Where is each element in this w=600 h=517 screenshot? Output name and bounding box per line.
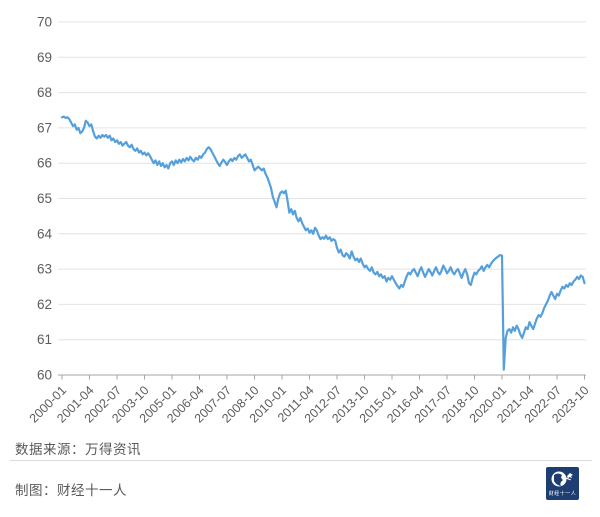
- footer-divider: [10, 460, 592, 461]
- chart-area: 60 61 62 63 64 65 66 67 68 69 70 2000-01 2001-04 2002…: [27, 15, 592, 426]
- y-axis-label: 70: [37, 15, 52, 30]
- data-series-line: [60, 115, 586, 371]
- y-axis-label: 69: [37, 50, 52, 65]
- y-axis-label: 67: [37, 120, 52, 135]
- logo-text: 财经十一人: [548, 491, 577, 497]
- caijing-logo: 财经十一人: [546, 467, 579, 500]
- y-axis-label: 64: [37, 226, 53, 241]
- y-axis-label: 66: [37, 156, 52, 171]
- y-axis-label: 61: [37, 332, 52, 347]
- line-chart: 60616263646566676869702000-012001-042002…: [27, 15, 592, 426]
- data-source-label: 数据来源：万得资讯: [15, 442, 141, 457]
- globe-icon: [551, 471, 573, 487]
- y-axis-label: 63: [37, 262, 52, 277]
- y-axis-label: 62: [37, 297, 52, 312]
- y-axis-label: 68: [37, 85, 52, 100]
- chart-credit-label: 制图：财经十一人: [15, 483, 127, 498]
- logo-background: 财经十一人: [546, 467, 579, 500]
- y-axis-label: 65: [37, 191, 52, 206]
- y-axis-label: 60: [37, 368, 52, 383]
